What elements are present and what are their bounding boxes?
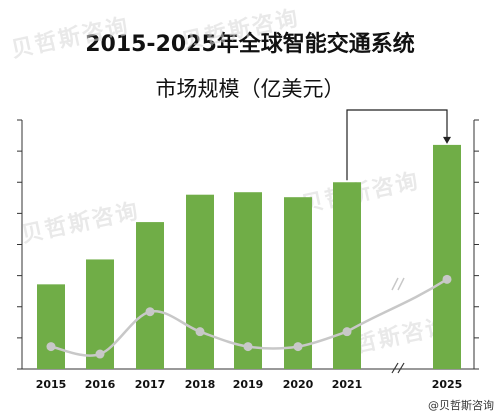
bar xyxy=(186,194,214,369)
chart-subtitle: 市场规模（亿美元） xyxy=(155,77,345,101)
chart-title: 2015-2025年全球智能交通系统 xyxy=(85,32,415,57)
trend-point xyxy=(145,307,155,317)
trend-point xyxy=(95,349,105,359)
bar xyxy=(136,222,164,369)
growth-arrowhead xyxy=(443,136,451,144)
growth-bracket xyxy=(346,109,448,181)
credit-label: @贝哲斯咨询 xyxy=(428,399,494,412)
bar xyxy=(234,192,262,369)
x-tick-label: 2018 xyxy=(185,378,216,391)
x-tick-label: 2020 xyxy=(283,378,314,391)
x-tick-label: 2017 xyxy=(135,378,166,391)
x-tick-label: 2015 xyxy=(36,378,67,391)
trend-point xyxy=(46,342,56,352)
x-tick-label: 2019 xyxy=(233,378,264,391)
trend-point xyxy=(293,342,303,352)
axis-break-mark xyxy=(391,362,399,374)
axis-break-mark xyxy=(397,362,405,374)
bar xyxy=(284,197,312,369)
line-break-mark xyxy=(397,277,405,291)
trend-point xyxy=(442,274,452,284)
trend-line-break-segment xyxy=(346,278,448,333)
x-tick-label: 2021 xyxy=(332,378,363,391)
trend-point xyxy=(243,342,253,352)
line-break-mark xyxy=(391,277,399,291)
trend-point xyxy=(195,327,205,337)
x-tick-label: 2025 xyxy=(432,378,463,391)
trend-point xyxy=(342,327,352,337)
bar xyxy=(37,284,65,369)
bar xyxy=(333,182,361,369)
bar xyxy=(433,144,461,369)
x-tick-label: 2016 xyxy=(85,378,116,391)
